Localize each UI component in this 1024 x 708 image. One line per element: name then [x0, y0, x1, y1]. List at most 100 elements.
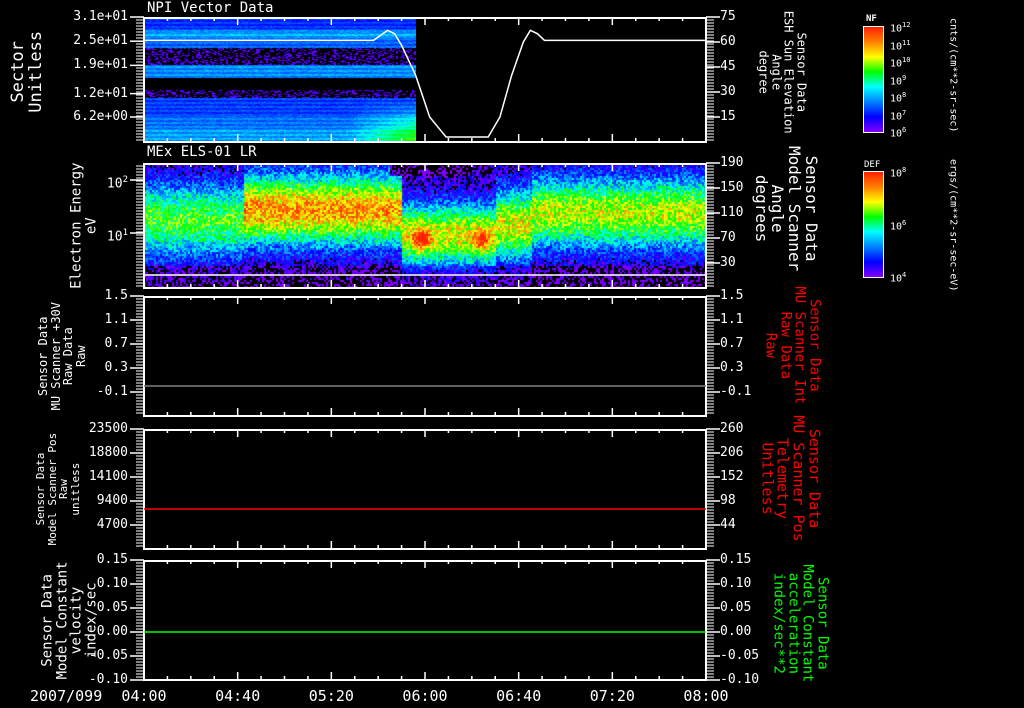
panel2-right-ytick-label: 150 — [720, 180, 744, 195]
ylabel-line: Sensor Data — [801, 155, 821, 262]
ylabel-line: acceleration — [785, 572, 802, 674]
exponent: 6 — [902, 218, 907, 227]
colorbar-tick-label: 1012 — [890, 21, 911, 35]
exponent: 8 — [902, 91, 907, 99]
panel1-ytick-label: 3.1e+01 — [73, 9, 128, 24]
panel3-ytick-label: 0.3 — [104, 360, 128, 375]
def-colorbar — [863, 171, 884, 278]
ylabel-line: degrees — [751, 174, 771, 242]
panel3-right-ytick-label: 0.7 — [720, 336, 744, 351]
colorbar-tick-label: 1011 — [890, 38, 911, 52]
ylabel-line: MU Scanner Pos — [789, 414, 808, 542]
def-colorbar-title: DEF — [864, 160, 881, 170]
date-label: 2007/099 — [30, 687, 103, 705]
panel2-right-ytick-label: 190 — [720, 155, 744, 170]
ylabel-line: Raw — [762, 332, 779, 358]
colorbar-tick-label: 104 — [890, 271, 907, 285]
time-tick-label: 06:40 — [496, 687, 542, 705]
panel2-right-ylabel: Sensor Data Model Scanner Angle degrees — [751, 145, 821, 271]
exponent: 9 — [902, 73, 907, 82]
ylabel-line: Sensor Data — [794, 32, 809, 112]
panel4-right-ytick-label: 206 — [720, 445, 744, 460]
ylabel-line: Telemetry — [774, 437, 793, 519]
panel3-ytick-label: 1.5 — [104, 288, 128, 303]
ylabel-line: Sensor Data — [806, 298, 823, 392]
panel3-right-ytick-label: 1.1 — [720, 312, 744, 327]
panel2-right-ytick-label: 70 — [720, 230, 736, 245]
time-tick-label: 08:00 — [683, 687, 729, 705]
nf-colorbar-units: cnts/(cm**2-sr-sec) — [947, 17, 959, 132]
nf-colorbar — [863, 26, 884, 133]
panel5-ytick-label: 0.10 — [96, 576, 128, 591]
panel5-ytick-label: 0.05 — [96, 600, 128, 615]
time-tick-label: 05:20 — [308, 687, 354, 705]
panel1-ytick-label: 1.2e+01 — [73, 85, 128, 101]
exponent: 4 — [902, 271, 907, 279]
ylabel-line: Angle — [768, 184, 788, 233]
panel4-right-ylabel: Sensor Data MU Scanner Pos Telemetry Uni… — [758, 414, 823, 542]
panel4-ytick-label: 23500 — [88, 421, 128, 436]
panel1-ytick-label: 6.2e+00 — [73, 109, 128, 124]
panel1-right-ytick-label: 45 — [720, 59, 736, 74]
panel5-ytick-label: -0.05 — [88, 648, 128, 663]
panel5-right-ytick-label: -0.10 — [720, 672, 760, 687]
exponent: 8 — [902, 166, 907, 174]
panel4-right-ytick-label: 98 — [720, 493, 736, 508]
panel1-right-ytick-label: 15 — [720, 109, 736, 124]
sun-elevation-line — [144, 29, 706, 138]
exponent: 12 — [902, 21, 911, 29]
panel2-title: MEx ELS-01 LR — [147, 144, 257, 160]
panel4-right-ytick-label: 260 — [720, 421, 744, 436]
panel4-ytick-label: 18800 — [88, 445, 128, 460]
els-spectrogram — [144, 164, 706, 288]
panel4-ytick-label: 4700 — [96, 517, 128, 532]
colorbar-tick-label: 108 — [890, 91, 907, 105]
def-colorbar-units: ergs/(cm**2-sr-sec-eV) — [947, 158, 959, 291]
panel5-right-ytick-label: 0.00 — [720, 624, 752, 639]
colorbar-tick-label: 1010 — [890, 56, 911, 70]
ylabel-line: Angle — [768, 54, 783, 91]
exponent: 2 — [122, 175, 128, 185]
panel1-right-ytick-label: 60 — [720, 34, 736, 49]
exponent: 1 — [122, 228, 128, 238]
exponent: 6 — [902, 126, 907, 134]
panel1-title: NPI Vector Data — [147, 0, 274, 16]
panel4-right-ytick-label: 44 — [720, 517, 736, 532]
panel5-right-ytick-label: 0.15 — [720, 552, 752, 567]
panel2-ytick-label: 101 — [106, 228, 128, 245]
panel3-right-ytick-label: 1.5 — [720, 288, 744, 303]
time-tick-label: 07:20 — [589, 687, 635, 705]
exponent: 10 — [902, 56, 911, 64]
panel1-ytick-label: 2.5e+01 — [73, 33, 128, 49]
panel5-ytick-label: 0.15 — [96, 552, 128, 567]
ylabel-line: index/sec**2 — [770, 572, 787, 674]
panel3-ytick-label: 0.7 — [104, 336, 128, 351]
colorbar-tick-label: 108 — [890, 166, 907, 180]
time-tick-label: 06:00 — [402, 687, 448, 705]
panel4-ytick-label: 9400 — [96, 493, 128, 508]
panel5-right-ylabel: Sensor Data Model Constant acceleration … — [770, 563, 831, 682]
colorbar-tick-label: 107 — [890, 108, 907, 122]
colorbar-tick-label: 106 — [890, 218, 907, 232]
panel2-ytick-label: 102 — [106, 175, 128, 192]
exponent: 11 — [902, 38, 911, 47]
panel4-ytick-label: 14100 — [88, 469, 128, 484]
ylabel-line: Sensor Data — [814, 576, 831, 670]
colorbar-tick-label: 109 — [890, 73, 907, 87]
colorbar-tick-label: 106 — [890, 126, 907, 140]
ylabel-line: Model Constant — [799, 563, 816, 682]
panel3-right-ytick-label: -0.1 — [720, 384, 752, 399]
exponent: 7 — [902, 108, 907, 117]
panel2-right-ytick-label: 30 — [720, 255, 736, 270]
ylabel-line: Model Scanner — [784, 145, 804, 271]
panel3-right-ytick-label: 0.3 — [720, 360, 744, 375]
panel5-right-ytick-label: 0.10 — [720, 576, 752, 591]
panel5-right-ytick-label: -0.05 — [720, 648, 760, 663]
nf-colorbar-title: NF — [866, 14, 877, 24]
panel3-ytick-label: 1.1 — [104, 312, 128, 327]
panel1-right-ytick-label: 30 — [720, 84, 736, 99]
ylabel-line: Unitless — [758, 441, 777, 515]
time-tick-label: 04:40 — [215, 687, 261, 705]
panel5-right-ytick-label: 0.05 — [720, 600, 752, 615]
panel4-right-ytick-label: 152 — [720, 469, 744, 484]
